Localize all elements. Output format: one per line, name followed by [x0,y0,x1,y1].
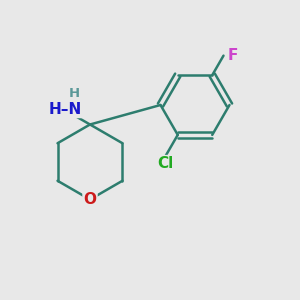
Text: F: F [228,48,238,63]
Text: H–N: H–N [49,102,82,117]
Text: O: O [83,192,97,207]
Text: H: H [69,87,80,101]
Text: Cl: Cl [157,156,173,171]
